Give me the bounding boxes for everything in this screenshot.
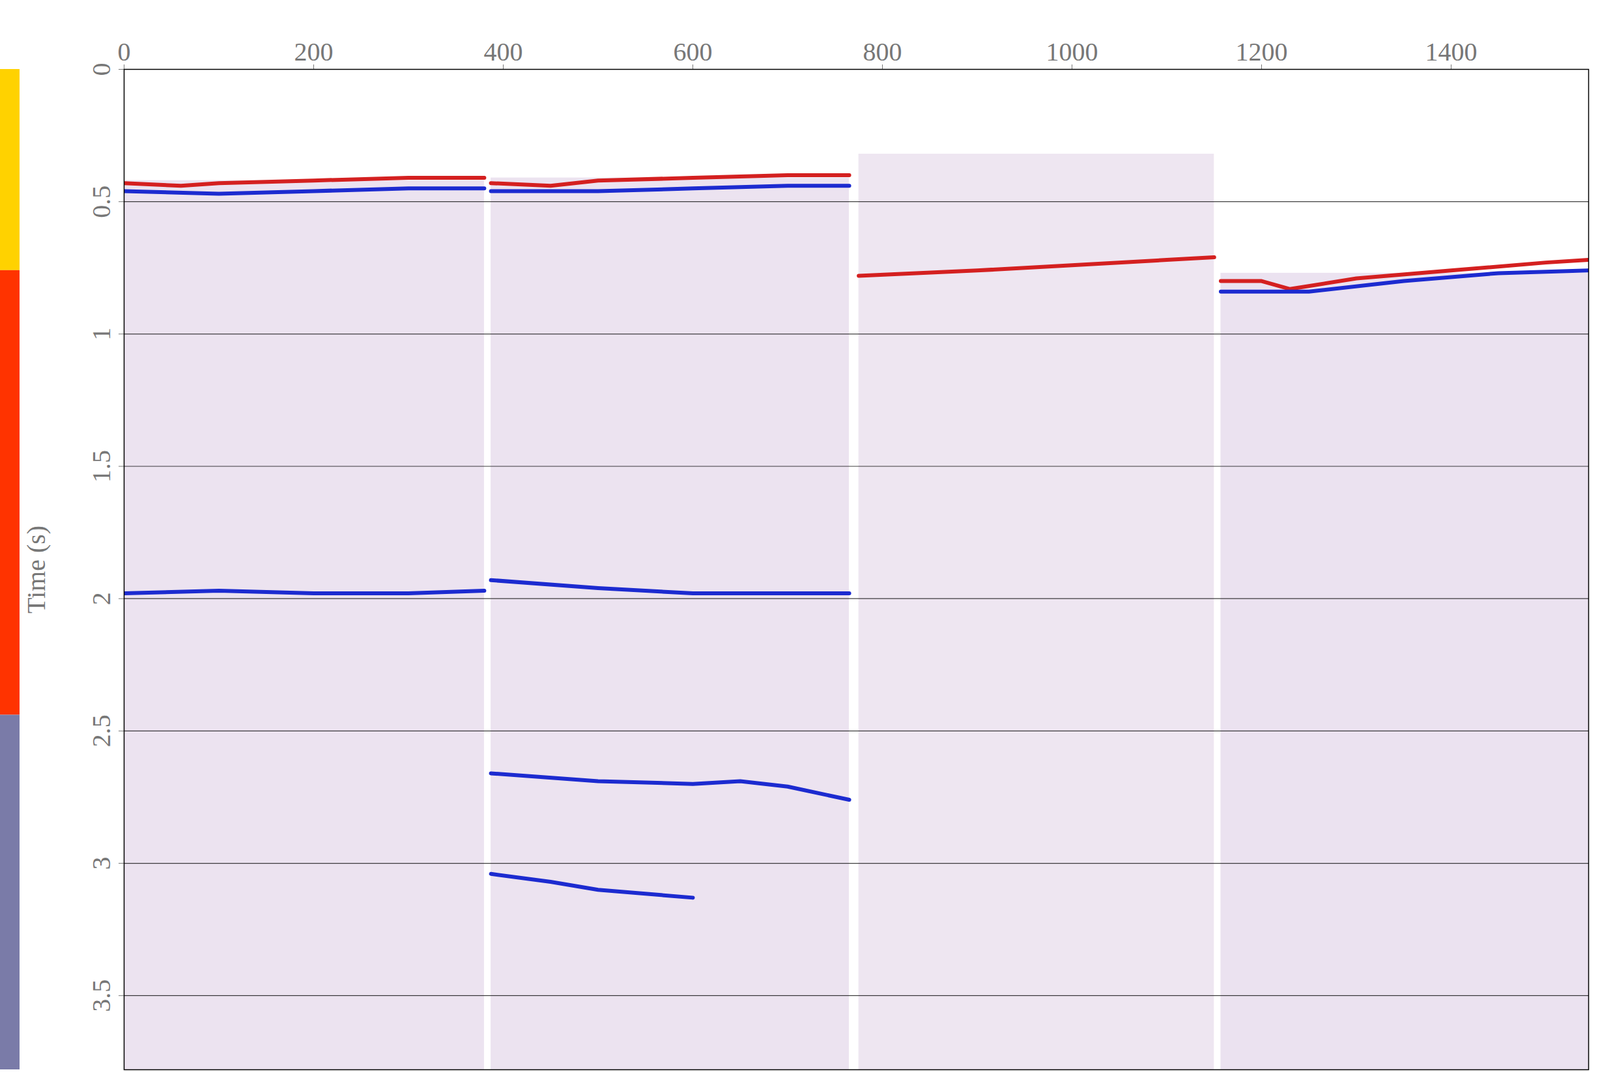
svg-text:3.5: 3.5 bbox=[86, 979, 116, 1013]
svg-text:0: 0 bbox=[117, 37, 131, 67]
svg-text:0: 0 bbox=[86, 63, 116, 77]
svg-text:1200: 1200 bbox=[1235, 37, 1288, 67]
svg-text:3: 3 bbox=[86, 857, 116, 871]
svg-text:1400: 1400 bbox=[1425, 37, 1478, 67]
svg-text:1: 1 bbox=[86, 327, 116, 341]
svg-text:800: 800 bbox=[863, 37, 903, 67]
svg-text:Time (s): Time (s) bbox=[21, 525, 51, 614]
svg-text:2.5: 2.5 bbox=[86, 714, 116, 748]
svg-text:1.5: 1.5 bbox=[86, 450, 116, 483]
svg-text:600: 600 bbox=[673, 37, 713, 67]
svg-text:2: 2 bbox=[86, 592, 116, 606]
svg-text:1000: 1000 bbox=[1046, 37, 1099, 67]
svg-text:0.5: 0.5 bbox=[86, 185, 116, 219]
svg-text:400: 400 bbox=[484, 37, 524, 67]
svg-text:200: 200 bbox=[294, 37, 334, 67]
